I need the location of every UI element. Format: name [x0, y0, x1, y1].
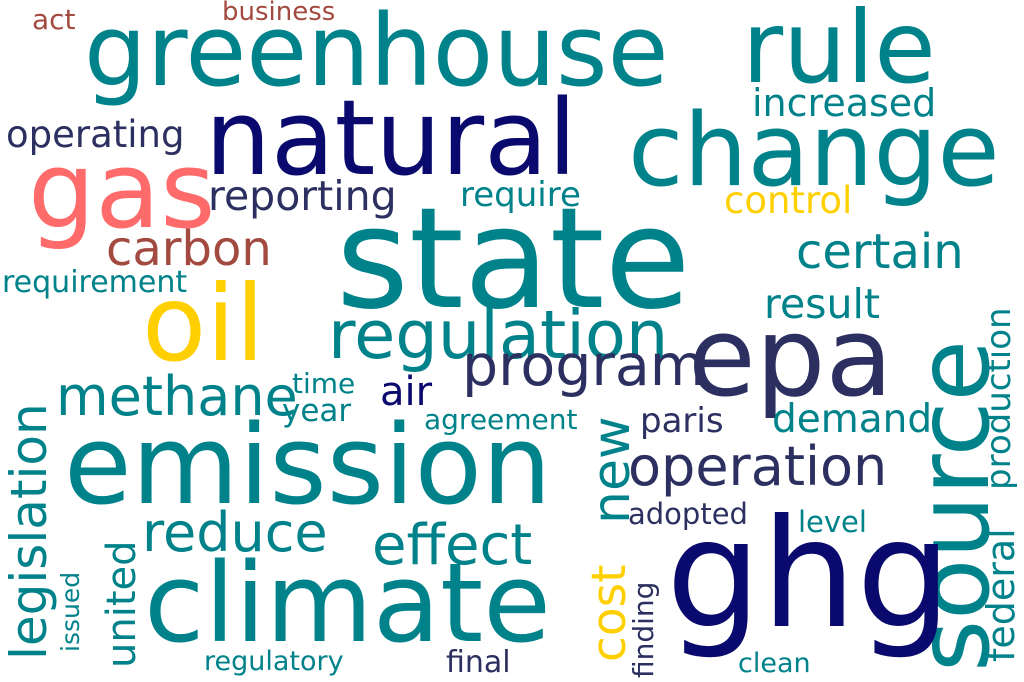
word-clean: clean: [738, 648, 811, 679]
word-demand: demand: [772, 397, 933, 442]
word-agreement: agreement: [424, 403, 578, 436]
word-increased: increased: [752, 81, 937, 125]
word-state: state: [336, 178, 691, 341]
word-require: require: [460, 175, 581, 215]
word-operating: operating: [6, 113, 185, 156]
word-emission: emission: [64, 401, 552, 529]
word-natural: natural: [205, 77, 577, 199]
word-paris: paris: [640, 401, 724, 441]
word-reduce: reduce: [142, 501, 328, 564]
word-air: air: [380, 369, 433, 415]
word-federal: federal: [979, 528, 1023, 662]
word-final: final: [446, 645, 511, 680]
word-ghg: ghg: [666, 488, 952, 662]
word-program: program: [462, 333, 706, 399]
word-methane: methane: [56, 365, 298, 428]
word-cost: cost: [582, 564, 637, 662]
word-year: year: [282, 393, 352, 429]
word-finding: finding: [627, 581, 660, 678]
word-epa: epa: [688, 293, 893, 421]
word-carbon: carbon: [106, 221, 272, 277]
word-requirement: requirement: [2, 265, 188, 300]
word-operation: operation: [628, 435, 888, 498]
word-climate: climate: [144, 539, 551, 667]
word-act: act: [32, 3, 76, 36]
word-effect: effect: [372, 513, 533, 578]
word-regulatory: regulatory: [204, 646, 344, 677]
word-adopted: adopted: [628, 497, 748, 531]
word-control: control: [724, 179, 853, 222]
word-result: result: [764, 280, 880, 328]
word-change: change: [628, 91, 1000, 209]
word-certain: certain: [796, 224, 964, 280]
word-oil: oil: [142, 263, 265, 385]
word-regulation: regulation: [328, 296, 669, 374]
word-time: time: [292, 367, 356, 400]
word-business: business: [222, 0, 336, 27]
word-production: production: [979, 307, 1019, 490]
word-level: level: [798, 505, 867, 539]
word-united: united: [99, 540, 145, 669]
word-rule: rule: [742, 0, 936, 106]
word-issued: issued: [56, 571, 85, 652]
word-gas: gas: [28, 129, 216, 252]
word-reporting: reporting: [208, 172, 397, 220]
word-legislation: legislation: [0, 403, 58, 660]
word-greenhouse: greenhouse: [84, 0, 669, 109]
